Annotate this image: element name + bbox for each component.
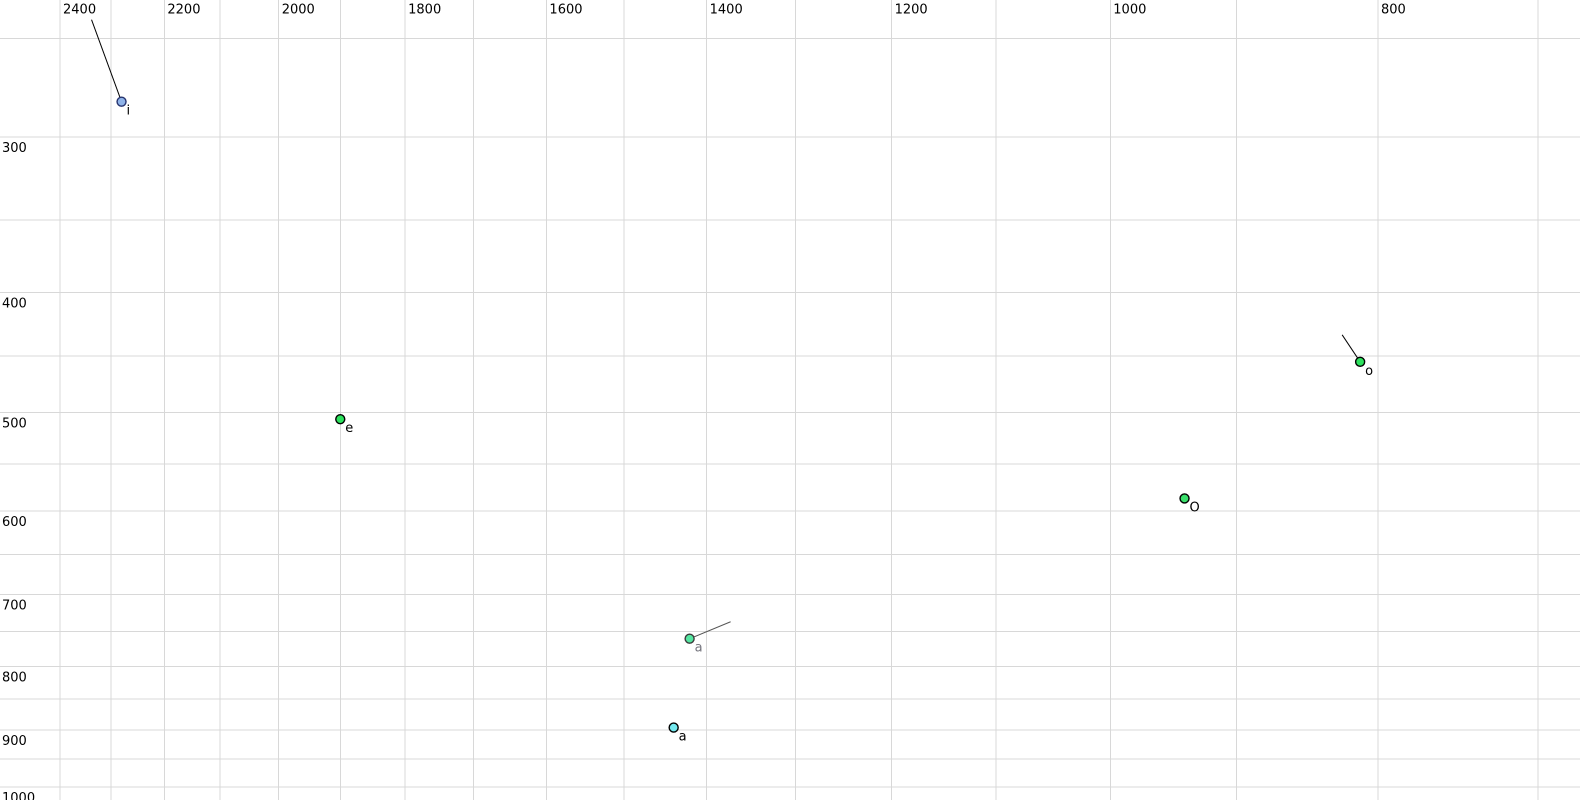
data-point-group-i-0: i: [91, 19, 131, 119]
data-point-group-a-2: a: [684, 621, 731, 656]
y-tick-label-900: 900: [2, 734, 27, 749]
point-label-o: o: [1365, 364, 1373, 379]
data-point-O[interactable]: [1179, 493, 1190, 504]
x-tick-label-1200: 1200: [895, 3, 928, 18]
point-label-O: O: [1190, 500, 1200, 515]
tail-line-i: [91, 19, 123, 102]
y-tick-label-600: 600: [2, 515, 27, 530]
point-label-a: a: [695, 641, 703, 656]
x-tick-label-800: 800: [1381, 3, 1406, 18]
data-point-a[interactable]: [684, 633, 695, 644]
data-point-group-O-4: O: [1179, 493, 1200, 515]
data-point-a[interactable]: [668, 722, 679, 733]
x-tick-label-1600: 1600: [549, 3, 582, 18]
y-tick-label-1000: 1000: [2, 791, 35, 800]
tail-line-a: [689, 621, 731, 640]
x-tick-label-2400: 2400: [63, 3, 96, 18]
data-point-e[interactable]: [335, 413, 346, 425]
y-tick-label-800: 800: [2, 670, 27, 685]
x-tick-label-1800: 1800: [408, 3, 441, 18]
point-label-a: a: [679, 730, 687, 745]
point-label-i: i: [127, 104, 131, 119]
x-tick-label-2200: 2200: [167, 3, 200, 18]
y-tick-label-400: 400: [2, 296, 27, 311]
point-label-e: e: [345, 421, 353, 436]
y-tick-label-300: 300: [2, 141, 27, 156]
data-point-group-e-1: e: [335, 413, 353, 436]
data-point-i[interactable]: [116, 96, 127, 107]
data-point-group-o-5: o: [1341, 334, 1373, 379]
tail-line-o: [1341, 334, 1361, 363]
data-point-o[interactable]: [1354, 356, 1366, 368]
y-tick-label-500: 500: [2, 417, 27, 432]
x-tick-label-1400: 1400: [710, 3, 743, 18]
data-point-group-a-3: a: [668, 722, 687, 745]
x-tick-label-1000: 1000: [1113, 3, 1146, 18]
x-tick-label-2000: 2000: [282, 3, 315, 18]
y-tick-label-700: 700: [2, 598, 27, 613]
